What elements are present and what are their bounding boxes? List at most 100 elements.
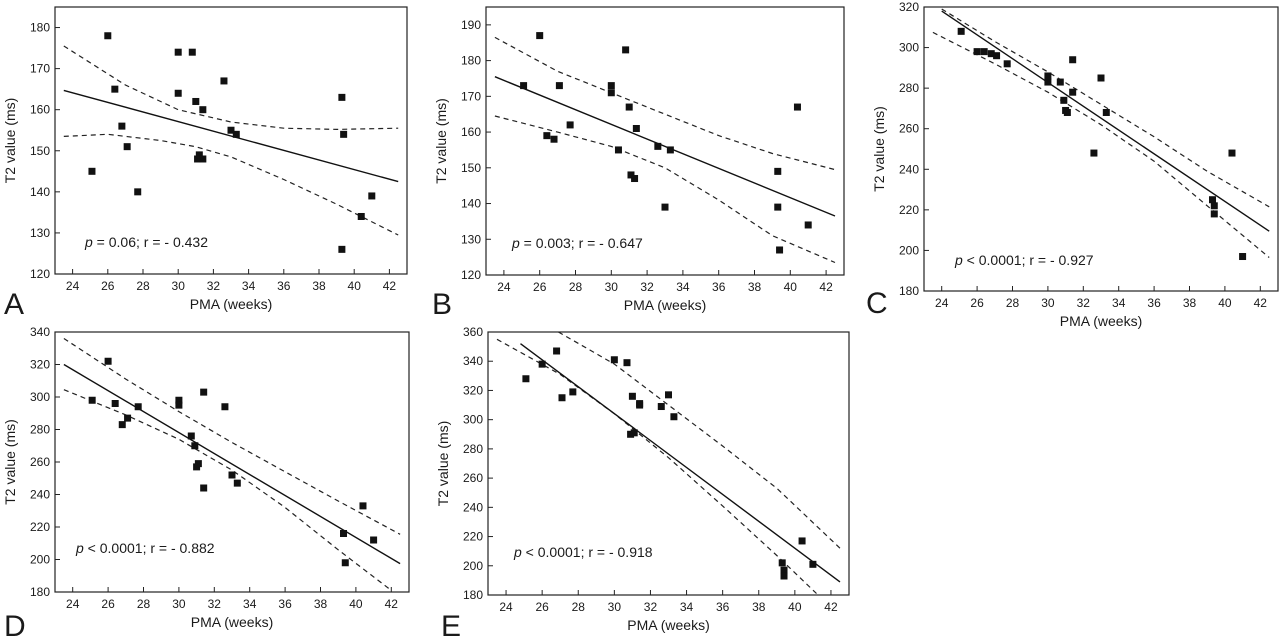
x-tick-label: 30: [608, 600, 622, 614]
plot-frame: [485, 6, 845, 276]
stats-annotation: p = 0.003; r = - 0.647: [511, 235, 643, 251]
data-point: [232, 130, 240, 138]
y-tick-label: 160: [461, 125, 481, 139]
y-tick-label: 220: [30, 520, 50, 534]
data-point: [134, 403, 142, 411]
data-point: [1056, 78, 1064, 86]
confidence-band-lower: [932, 31, 1270, 258]
y-tick-label: 180: [463, 588, 483, 602]
y-tick-label: 200: [30, 553, 50, 567]
panel-label: A: [4, 288, 24, 321]
stats-annotation: p < 0.0001; r = - 0.918: [513, 544, 653, 560]
data-point: [522, 375, 530, 383]
y-tick-label: 180: [899, 284, 919, 298]
data-point: [175, 396, 183, 404]
data-point: [370, 536, 378, 544]
x-tick-label: 34: [242, 279, 256, 293]
y-tick-label: 140: [30, 185, 50, 199]
y-tick-label: 200: [463, 559, 483, 573]
x-axis-label: PMA (weeks): [1060, 313, 1142, 329]
y-tick-label: 140: [461, 197, 481, 211]
x-tick-label: 36: [278, 597, 292, 611]
regression-line: [494, 76, 836, 217]
x-tick-label: 36: [716, 600, 730, 614]
x-tick-label: 28: [572, 600, 586, 614]
data-point: [625, 103, 633, 111]
x-tick-label: 42: [1254, 296, 1268, 310]
data-point: [666, 146, 674, 154]
data-point: [228, 471, 236, 479]
data-point: [194, 460, 202, 468]
x-tick-label: 26: [101, 279, 115, 293]
data-point: [199, 155, 207, 163]
data-point: [111, 85, 119, 93]
data-point: [174, 48, 182, 56]
data-point: [973, 48, 981, 56]
stats-text: < 0.0001; r = - 0.927: [963, 252, 1094, 268]
data-point: [798, 537, 806, 545]
x-tick-label: 36: [1147, 296, 1161, 310]
chart-panel-c: 24 26 28 30 32 34 36 38 40 42 180 200 220 240 260 280 30…: [866, 0, 1279, 329]
x-tick-label: 42: [385, 597, 399, 611]
y-tick-label: 120: [30, 267, 50, 281]
y-tick-label: 340: [463, 354, 483, 368]
chart-panel-e: 24 26 28 30 32 34 36 38 40 42 180 200 220 240 260 280 30…: [435, 325, 850, 641]
y-tick-label: 220: [899, 203, 919, 217]
y-axis-label: T2 value (ms): [433, 98, 449, 184]
chart-panel-b: 24 26 28 30 32 34 36 38 40 42 120 130 140 150 160 170 18…: [432, 6, 845, 321]
x-tick-label: 38: [748, 280, 762, 294]
chart-panel-a: 24 26 28 30 32 34 36 38 40 42 120 130 140 150 160 170 18…: [2, 6, 408, 321]
x-tick-label: 40: [788, 600, 802, 614]
data-point: [192, 97, 200, 105]
x-tick-label: 24: [497, 280, 511, 294]
x-axis-label: PMA (weeks): [190, 296, 272, 312]
confidence-band-lower: [494, 115, 836, 264]
data-point: [200, 388, 208, 396]
data-point: [1044, 78, 1052, 86]
data-point: [88, 396, 96, 404]
data-point: [957, 27, 965, 35]
data-point: [338, 245, 346, 253]
x-tick-label: 34: [676, 280, 690, 294]
x-tick-label: 24: [66, 279, 80, 293]
data-point: [134, 188, 142, 196]
data-point: [191, 442, 199, 450]
y-tick-label: 300: [30, 390, 50, 404]
data-point: [553, 347, 561, 355]
y-tick-label: 260: [30, 455, 50, 469]
y-tick-label: 340: [30, 325, 50, 339]
data-point: [628, 392, 636, 400]
data-point: [627, 171, 635, 179]
x-tick-label: 30: [1041, 296, 1055, 310]
y-tick-label: 220: [463, 530, 483, 544]
data-point: [359, 502, 367, 510]
y-tick-label: 320: [899, 0, 919, 14]
y-tick-label: 180: [461, 54, 481, 68]
data-point: [1090, 149, 1098, 157]
x-tick-label: 38: [1183, 296, 1197, 310]
data-point: [200, 484, 208, 492]
y-axis-label: T2 value (ms): [2, 98, 18, 184]
data-point: [636, 400, 644, 408]
x-tick-label: 42: [824, 600, 838, 614]
panel-label: C: [866, 287, 888, 320]
y-tick-label: 200: [899, 243, 919, 257]
stats-text: < 0.0001; r = - 0.918: [522, 544, 653, 560]
x-tick-label: 42: [819, 280, 833, 294]
data-point: [194, 155, 202, 163]
data-point: [187, 432, 195, 440]
y-tick-label: 130: [30, 226, 50, 240]
data-point: [1239, 253, 1247, 261]
y-axis-label: T2 value (ms): [2, 419, 18, 505]
data-point: [774, 203, 782, 211]
x-tick-label: 34: [243, 597, 257, 611]
x-tick-label: 24: [66, 597, 80, 611]
y-tick-label: 240: [30, 488, 50, 502]
y-tick-label: 280: [463, 442, 483, 456]
data-point: [610, 356, 618, 364]
y-tick-label: 130: [461, 232, 481, 246]
chart-panel-d: 24 26 28 30 32 34 36 38 40 42 180 200 220 240 260 280 30…: [2, 325, 410, 641]
data-point: [654, 142, 662, 150]
data-point: [670, 413, 678, 421]
data-point: [104, 32, 112, 40]
